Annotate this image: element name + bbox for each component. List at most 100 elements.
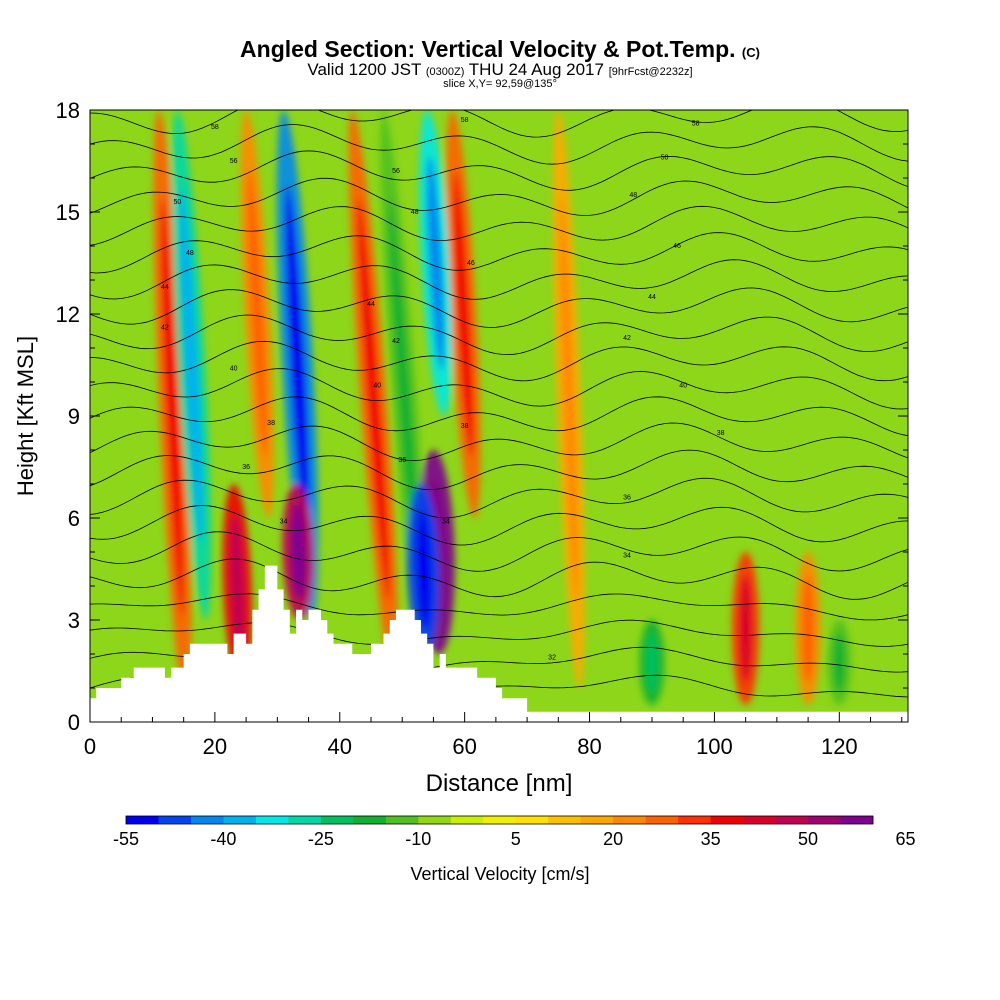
theta-contour-labels: 58 56 50 48 44 42 40 38 36 34 58 56 48 46 44 42 40 38 36 34…: [161, 117, 725, 661]
theta-contour-2: [90, 619, 908, 647]
theta-contour-8: [90, 449, 908, 491]
theta-label-29: 34: [623, 552, 631, 559]
velocity-core-6: [357, 197, 390, 601]
velocity-core-15: [802, 574, 814, 683]
colorbar: [125, 815, 874, 825]
theta-label-23: 46: [673, 243, 681, 250]
colorbar-swatch-1: [158, 816, 192, 824]
theta-label-13: 46: [467, 260, 475, 267]
x-tick-label-6: 120: [821, 734, 858, 759]
colorbar-swatch-16: [645, 816, 679, 824]
theta-label-9: 34: [280, 518, 288, 525]
colorbar-tick-label-2: -25: [308, 829, 334, 849]
theta-contour-18: [90, 177, 908, 216]
y-tick-label-1: 3: [68, 608, 80, 633]
theta-label-17: 38: [461, 423, 469, 430]
theta-label-27: 38: [717, 430, 725, 437]
x-tick-label-4: 80: [577, 734, 601, 759]
y-tick-label-0: 0: [68, 710, 80, 735]
x-tick-label-2: 40: [328, 734, 352, 759]
theta-label-12: 48: [411, 209, 419, 216]
theta-label-10: 58: [461, 117, 469, 124]
colorbar-swatch-11: [483, 816, 517, 824]
velocity-core-2: [230, 514, 245, 658]
theta-contour-3: [90, 593, 908, 621]
colorbar-ticks: -55 -40 -25 -10 5 20 35 50 65: [113, 829, 916, 849]
theta-contour-22: [90, 69, 908, 109]
theta-label-2: 50: [174, 199, 182, 206]
colorbar-swatch-2: [190, 816, 224, 824]
theta-label-6: 40: [230, 365, 238, 372]
colorbar-swatch-15: [613, 816, 646, 824]
colorbar-swatch-14: [580, 816, 614, 824]
theta-contour-19: [90, 150, 908, 191]
colorbar-swatch-17: [678, 816, 711, 824]
colorbar-swatch-8: [385, 816, 419, 824]
potential-temperature-contours: [90, 69, 908, 702]
chart-subtitle: Valid 1200 JST (0300Z) THU 24 Aug 2017 […: [0, 60, 1000, 80]
colorbar-frame: [125, 815, 874, 825]
terrain: [90, 565, 908, 722]
theta-label-14: 44: [367, 301, 375, 308]
colorbar-swatch-3: [223, 816, 257, 824]
colorbar-swatch-10: [450, 816, 484, 824]
theta-label-18: 36: [398, 457, 406, 464]
theta-contour-16: [90, 232, 908, 274]
theta-label-20: 58: [692, 121, 700, 128]
theta-contour-11: [90, 368, 908, 410]
theta-label-28: 36: [623, 495, 631, 502]
colorbar-tick-label-0: -55: [113, 829, 139, 849]
valid-time: Valid 1200 JST: [307, 60, 422, 79]
theta-contour-6: [90, 505, 908, 546]
colorbar-swatch-22: [840, 816, 874, 824]
colorbar-swatch-19: [743, 816, 776, 824]
colorbar-tick-label-1: -40: [210, 829, 236, 849]
colorbar-tick-label-5: 20: [603, 829, 623, 849]
velocity-core-12: [559, 196, 579, 602]
colorbar-swatch-13: [548, 816, 581, 824]
y-axis-label: Height [Kft MSL]: [13, 336, 38, 496]
colorbar-swatch-5: [288, 816, 322, 824]
theta-contour-13: [90, 314, 908, 356]
theta-label-3: 48: [186, 250, 194, 257]
x-axis-label: Distance [nm]: [426, 770, 573, 797]
theta-label-8: 36: [242, 464, 250, 471]
theta-label-16: 40: [373, 382, 381, 389]
theta-label-15: 42: [392, 338, 400, 345]
colorbar-swatch-21: [808, 816, 841, 824]
theta-contour-14: [90, 287, 908, 328]
velocity-core-16: [834, 632, 845, 693]
theta-contour-10: [90, 396, 908, 437]
colorbar-tick-label-7: 50: [798, 829, 818, 849]
velocity-core-4: [290, 504, 305, 600]
theta-contour-15: [90, 259, 908, 300]
theta-label-22: 48: [629, 192, 637, 199]
colorbar-tick-label-4: 5: [511, 829, 521, 849]
colorbar-tick-label-3: -10: [405, 829, 431, 849]
y-tick-label-2: 6: [68, 506, 80, 531]
theta-label-19: 34: [442, 518, 450, 525]
y-tick-label-6: 18: [56, 98, 80, 123]
velocity-core-9: [415, 509, 431, 629]
theta-contour-5: [90, 531, 908, 572]
forecast-info: [9hrFcst@2232z]: [608, 66, 693, 78]
colorbar-swatch-4: [255, 816, 289, 824]
y-tick-label-4: 12: [56, 302, 80, 327]
colorbar-tick-label-6: 35: [701, 829, 721, 849]
theta-label-24: 44: [648, 294, 656, 301]
valid-time-utc: (0300Z): [425, 66, 465, 78]
colorbar-swatch-6: [320, 816, 354, 824]
velocity-core-13: [646, 632, 658, 693]
theta-label-21: 50: [661, 155, 669, 162]
colorbar-swatch-12: [515, 816, 549, 824]
theta-contour-9: [90, 422, 908, 461]
valid-date: THU 24 Aug 2017: [468, 60, 604, 79]
velocity-core-5: [247, 171, 267, 457]
colorbar-tick-label-8: 65: [895, 829, 915, 849]
colorbar-swatch-20: [775, 816, 809, 824]
theta-contour-17: [90, 205, 908, 246]
velocity-core-1: [179, 186, 204, 544]
slice-info: slice X,Y= 92,59@135°: [443, 78, 557, 90]
